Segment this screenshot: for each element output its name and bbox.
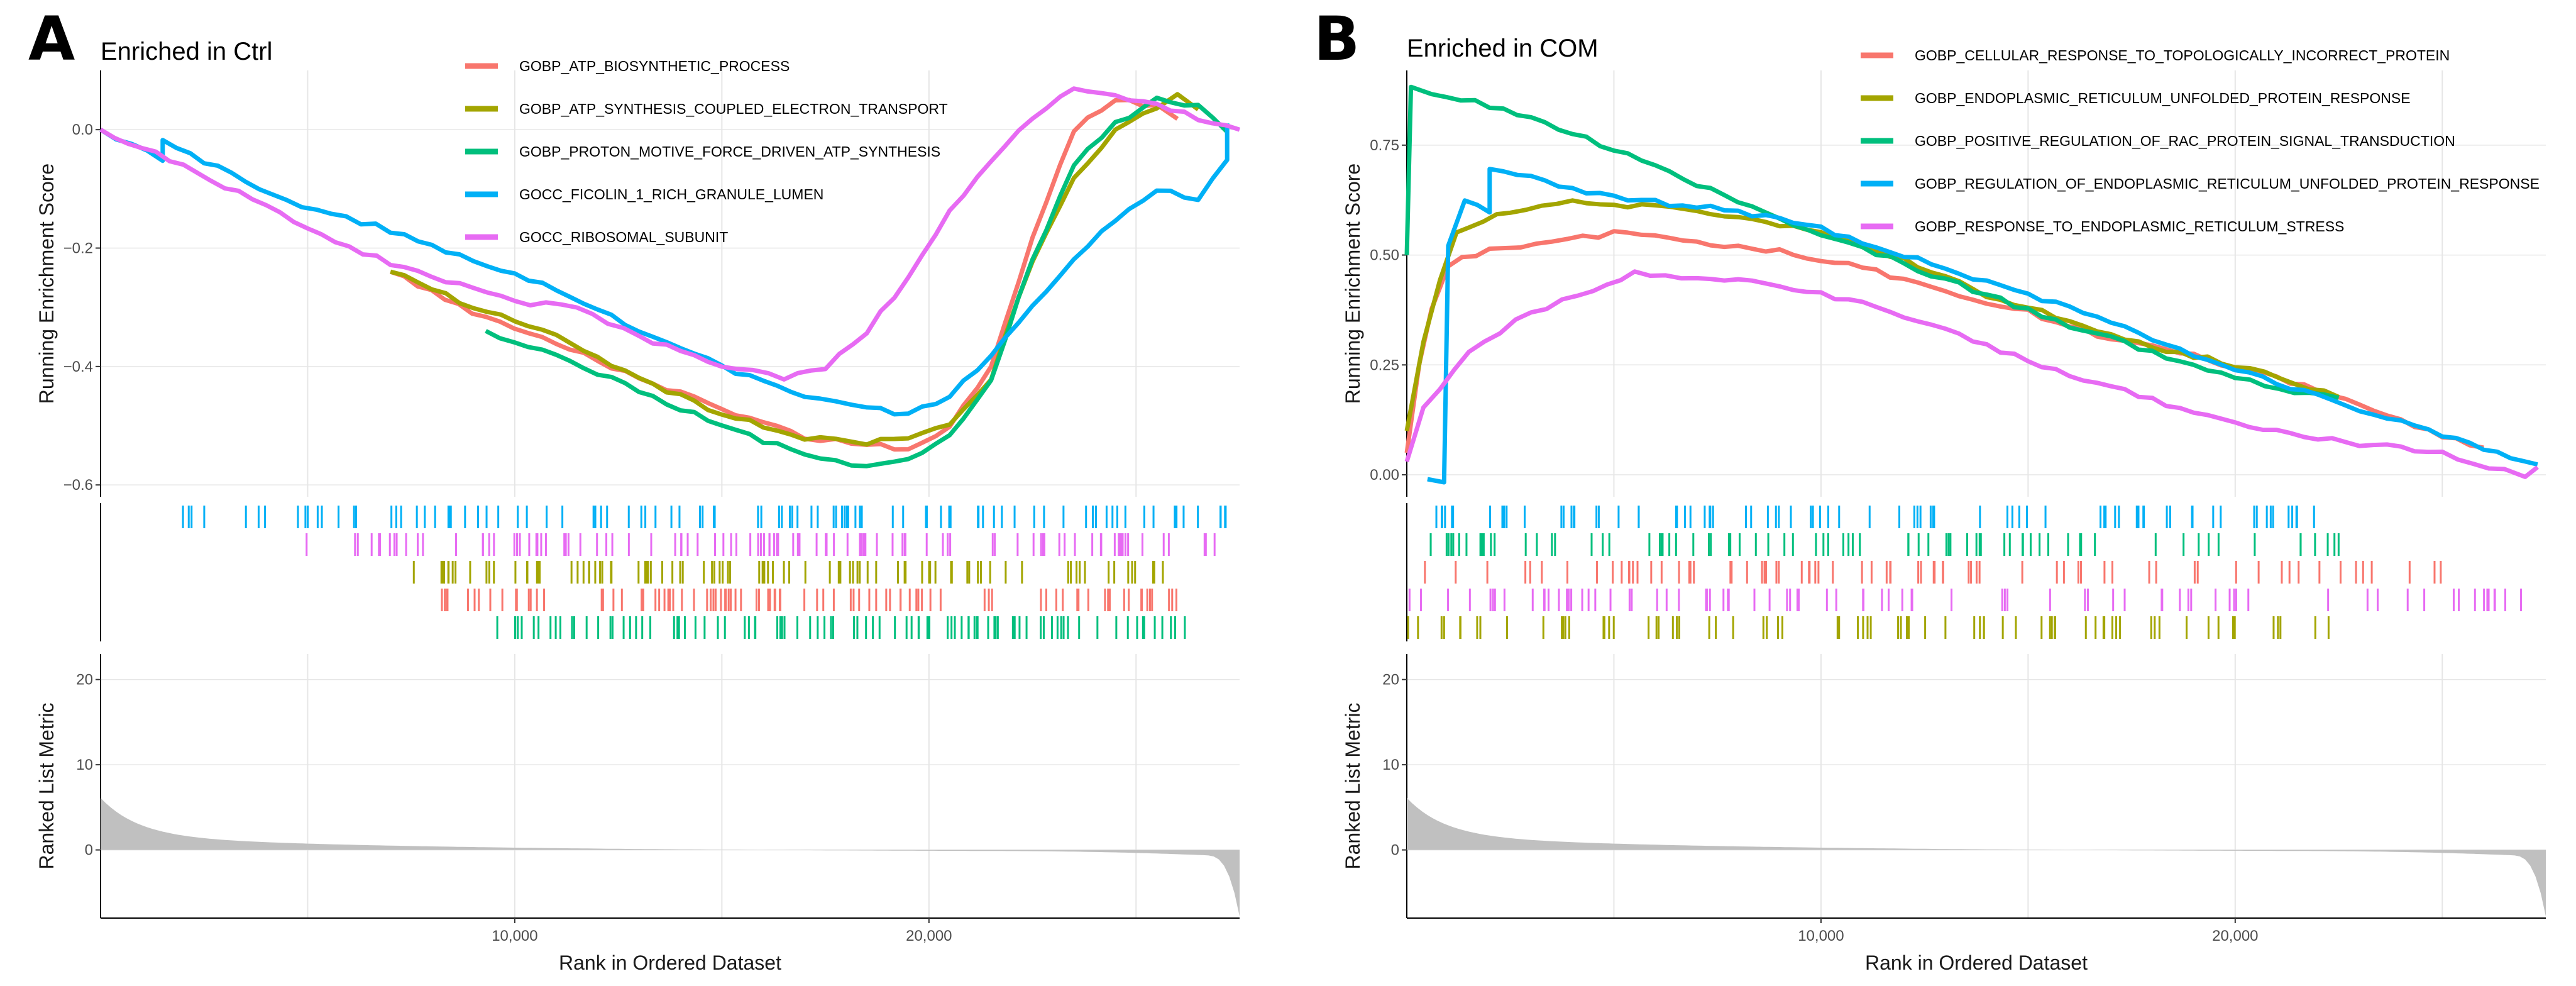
es-line-blue — [99, 123, 1230, 417]
legend-label: GOBP_CELLULAR_RESPONSE_TO_TOPOLOGICALLY_… — [1915, 47, 2450, 64]
x-axis-title: Rank in Ordered Dataset — [1865, 951, 2088, 974]
panel-title: Enriched in Ctrl — [101, 38, 272, 65]
es-tick-label: 0.75 — [1370, 137, 1399, 154]
panel-letter: A — [28, 4, 75, 74]
es-tick-label: −0.2 — [63, 240, 93, 257]
metric-tick-label: 20 — [76, 672, 93, 689]
es-y-axis-title: Running Enrichment Score — [35, 163, 58, 404]
metric-tick-label: 10 — [76, 756, 93, 773]
legend-label: GOBP_PROTON_MOTIVE_FORCE_DRIVEN_ATP_SYNT… — [519, 143, 940, 160]
es-y-axis-title: Running Enrichment Score — [1341, 163, 1364, 404]
es-line-olive — [390, 92, 1200, 447]
metric-y-axis-title: Ranked List Metric — [1341, 703, 1364, 870]
legend-label: GOBP_REGULATION_OF_ENDOPLASMIC_RETICULUM… — [1915, 175, 2540, 192]
panel-b: B Enriched in COM 0.00 0.25 0.50 0.75 0 10 20 10,… — [1314, 4, 2546, 974]
x-tick-label: 20,000 — [2212, 928, 2258, 944]
metric-y-axis-title: Ranked List Metric — [35, 703, 58, 870]
es-line-green — [485, 96, 1229, 468]
es-line-pink — [1404, 269, 2539, 479]
legend-label: GOBP_ENDOPLASMIC_RETICULUM_UNFOLDED_PROT… — [1915, 90, 2411, 106]
es-tick-label: 0.50 — [1370, 247, 1399, 264]
legend-label: GOBP_RESPONSE_TO_ENDOPLASMIC_RETICULUM_S… — [1915, 218, 2344, 235]
legend-label: GOCC_RIBOSOMAL_SUBUNIT — [519, 229, 728, 245]
es-line-blue — [1427, 167, 2538, 485]
es-tick-label: −0.4 — [63, 358, 93, 375]
es-tick-label: 0.00 — [1370, 467, 1399, 484]
panel-letter: B — [1314, 4, 1360, 74]
legend-label: GOBP_ATP_BIOSYNTHETIC_PROCESS — [519, 58, 790, 74]
metric-area — [1407, 798, 2546, 917]
es-line-red — [1404, 229, 2484, 453]
x-tick-label: 20,000 — [906, 928, 952, 944]
es-line-pink — [99, 86, 1241, 382]
metric-tick-label: 0 — [85, 842, 93, 859]
panel-title: Enriched in COM — [1407, 35, 1599, 62]
legend-label: GOCC_FICOLIN_1_RICH_GRANULE_LUMEN — [519, 186, 823, 202]
x-axis-title: Rank in Ordered Dataset — [559, 951, 781, 974]
es-line-green — [1404, 84, 2340, 401]
es-line-red — [390, 97, 1179, 452]
metric-area — [101, 798, 1240, 917]
legend-label: GOBP_ATP_SYNTHESIS_COUPLED_ELECTRON_TRAN… — [519, 101, 948, 117]
es-line-olive — [1404, 198, 2340, 431]
panel-a: A Enriched in Ctrl 0.0 −0.2 −0.4 −0.6 0 10 20 10,… — [28, 4, 1241, 974]
x-tick-label: 10,000 — [1798, 928, 1844, 944]
metric-tick-label: 10 — [1382, 756, 1399, 773]
x-tick-label: 10,000 — [492, 928, 537, 944]
es-tick-label: 0.0 — [72, 121, 93, 138]
metric-tick-label: 20 — [1382, 672, 1399, 689]
legend-label: GOBP_POSITIVE_REGULATION_OF_RAC_PROTEIN_… — [1915, 133, 2455, 149]
es-tick-label: −0.6 — [63, 477, 93, 494]
es-tick-label: 0.25 — [1370, 357, 1399, 374]
metric-tick-label: 0 — [1391, 842, 1399, 859]
